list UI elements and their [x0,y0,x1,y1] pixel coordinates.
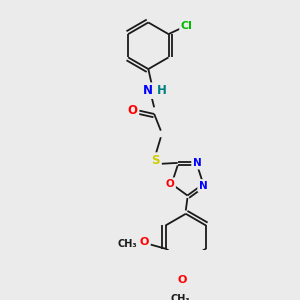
Text: CH₃: CH₃ [171,294,190,300]
Text: N: N [199,181,208,191]
Text: N: N [143,84,153,97]
Text: N: N [193,158,202,168]
Text: H: H [157,84,166,97]
Text: O: O [139,237,149,247]
Text: Cl: Cl [181,21,193,31]
Text: O: O [166,179,174,189]
Text: O: O [178,275,187,285]
Text: CH₃: CH₃ [118,239,137,249]
Text: S: S [152,154,160,167]
Text: O: O [128,104,137,117]
